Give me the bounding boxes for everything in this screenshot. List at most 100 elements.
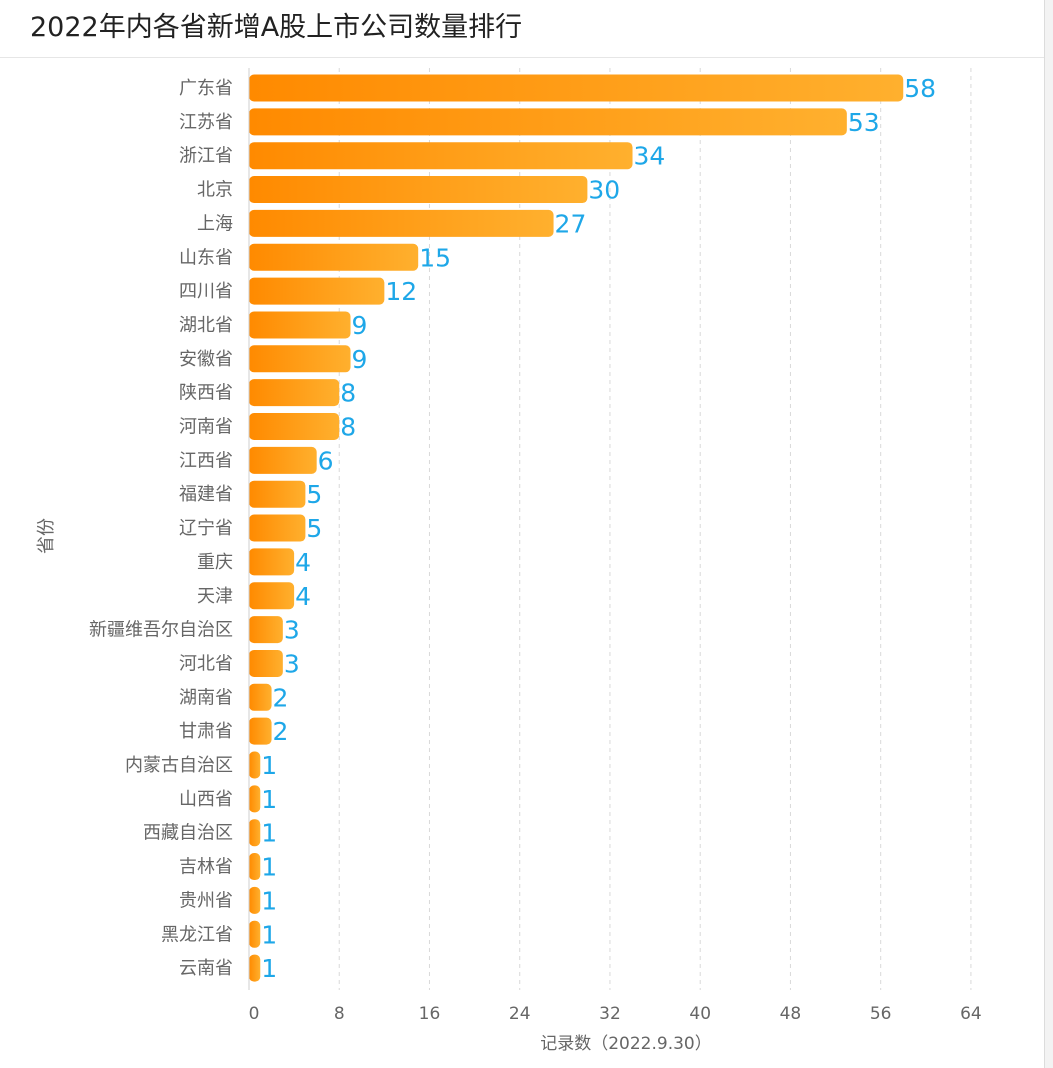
data-label: 3 <box>284 616 300 645</box>
category-label: 江西省 <box>179 450 233 471</box>
bar <box>249 108 847 136</box>
category-label: 湖北省 <box>179 315 233 336</box>
category-label: 甘肃省 <box>179 721 233 742</box>
bar <box>249 649 283 677</box>
bar <box>249 548 295 576</box>
category-label: 河北省 <box>179 653 233 674</box>
chart-title: 2022年内各省新增A股上市公司数量排行 <box>30 12 523 43</box>
data-label: 8 <box>340 379 356 408</box>
category-label: 黑龙江省 <box>161 924 233 945</box>
data-label: 30 <box>588 176 620 205</box>
category-label: 山东省 <box>179 247 233 268</box>
bar <box>249 413 340 440</box>
bar <box>249 853 261 881</box>
data-label: 15 <box>419 243 451 272</box>
category-label: 贵州省 <box>179 890 233 911</box>
category-label: 吉林省 <box>179 857 233 878</box>
x-axis-title: 记录数（2022.9.30） <box>540 1034 712 1054</box>
bar <box>249 243 419 271</box>
data-label: 27 <box>555 209 587 238</box>
bar <box>249 785 261 813</box>
category-label: 西藏自治区 <box>143 823 233 844</box>
x-tick-label: 16 <box>419 1004 441 1024</box>
data-label: 1 <box>261 751 277 780</box>
data-label: 1 <box>261 785 277 814</box>
bar <box>249 819 261 847</box>
x-tick-label: 32 <box>599 1004 621 1024</box>
category-label: 湖南省 <box>179 687 233 708</box>
data-label: 6 <box>318 446 334 475</box>
category-label: 云南省 <box>179 958 233 979</box>
bar <box>249 379 340 407</box>
bar <box>249 345 351 373</box>
bar <box>249 311 351 339</box>
data-label: 1 <box>261 920 277 949</box>
x-tick-label: 64 <box>960 1004 982 1024</box>
category-label: 江苏省 <box>179 112 233 133</box>
data-label: 2 <box>273 717 289 746</box>
data-label: 34 <box>634 142 666 171</box>
bar <box>249 209 554 237</box>
data-label: 9 <box>352 311 368 340</box>
bar <box>249 277 385 305</box>
x-tick-label: 48 <box>780 1004 802 1024</box>
category-labels: 广东省江苏省浙江省北京上海山东省四川省湖北省安徽省陕西省河南省江西省福建省辽宁省… <box>89 78 233 979</box>
category-label: 安徽省 <box>179 349 233 370</box>
bar <box>249 920 261 948</box>
data-label: 5 <box>306 514 322 543</box>
category-label: 浙江省 <box>179 146 233 167</box>
y-axis-title: 省份 <box>36 518 57 554</box>
bar <box>249 886 261 914</box>
bar <box>249 616 283 644</box>
bar <box>249 582 295 610</box>
x-tick-label: 56 <box>870 1004 892 1024</box>
data-label: 4 <box>295 548 311 577</box>
data-label: 12 <box>385 277 417 306</box>
data-label: 3 <box>284 649 300 678</box>
category-label: 河南省 <box>179 417 233 438</box>
category-label: 辽宁省 <box>179 518 233 539</box>
data-label: 1 <box>261 886 277 915</box>
data-label: 1 <box>261 819 277 848</box>
bars <box>249 74 904 982</box>
bar <box>249 480 306 508</box>
category-label: 上海 <box>197 213 233 234</box>
data-label: 1 <box>261 853 277 882</box>
bar <box>249 74 904 102</box>
category-label: 广东省 <box>179 78 233 99</box>
scrollbar[interactable] <box>1044 0 1053 1068</box>
x-tick-label: 0 <box>249 1004 260 1024</box>
data-label: 9 <box>352 345 368 374</box>
category-label: 福建省 <box>179 484 233 505</box>
bar <box>249 446 317 474</box>
data-label: 8 <box>340 413 356 442</box>
category-label: 新疆维吾尔自治区 <box>89 620 233 641</box>
bar <box>249 717 272 745</box>
data-label: 1 <box>261 954 277 983</box>
data-label: 5 <box>306 480 322 509</box>
category-label: 内蒙古自治区 <box>125 755 233 776</box>
data-label: 4 <box>295 582 311 611</box>
bar <box>249 176 588 204</box>
data-label: 53 <box>848 108 880 137</box>
x-tick-label: 24 <box>509 1004 531 1024</box>
data-label: 2 <box>273 683 289 712</box>
bar <box>249 751 261 779</box>
bar <box>249 683 272 711</box>
bar <box>249 142 633 170</box>
category-label: 重庆 <box>197 552 233 573</box>
bar <box>249 954 261 982</box>
x-tick-label: 40 <box>689 1004 711 1024</box>
category-label: 天津 <box>197 586 233 607</box>
category-label: 陕西省 <box>179 383 233 404</box>
x-tick-labels: 0 8 16 24 32 40 48 56 64 <box>249 1004 982 1024</box>
x-tick-label: 8 <box>334 1004 345 1024</box>
category-label: 四川省 <box>179 281 233 302</box>
category-label: 山西省 <box>179 789 233 810</box>
data-label: 58 <box>904 74 936 103</box>
gridlines <box>338 68 972 990</box>
chart-header: 2022年内各省新增A股上市公司数量排行 <box>0 0 1053 58</box>
category-label: 北京 <box>197 180 233 201</box>
